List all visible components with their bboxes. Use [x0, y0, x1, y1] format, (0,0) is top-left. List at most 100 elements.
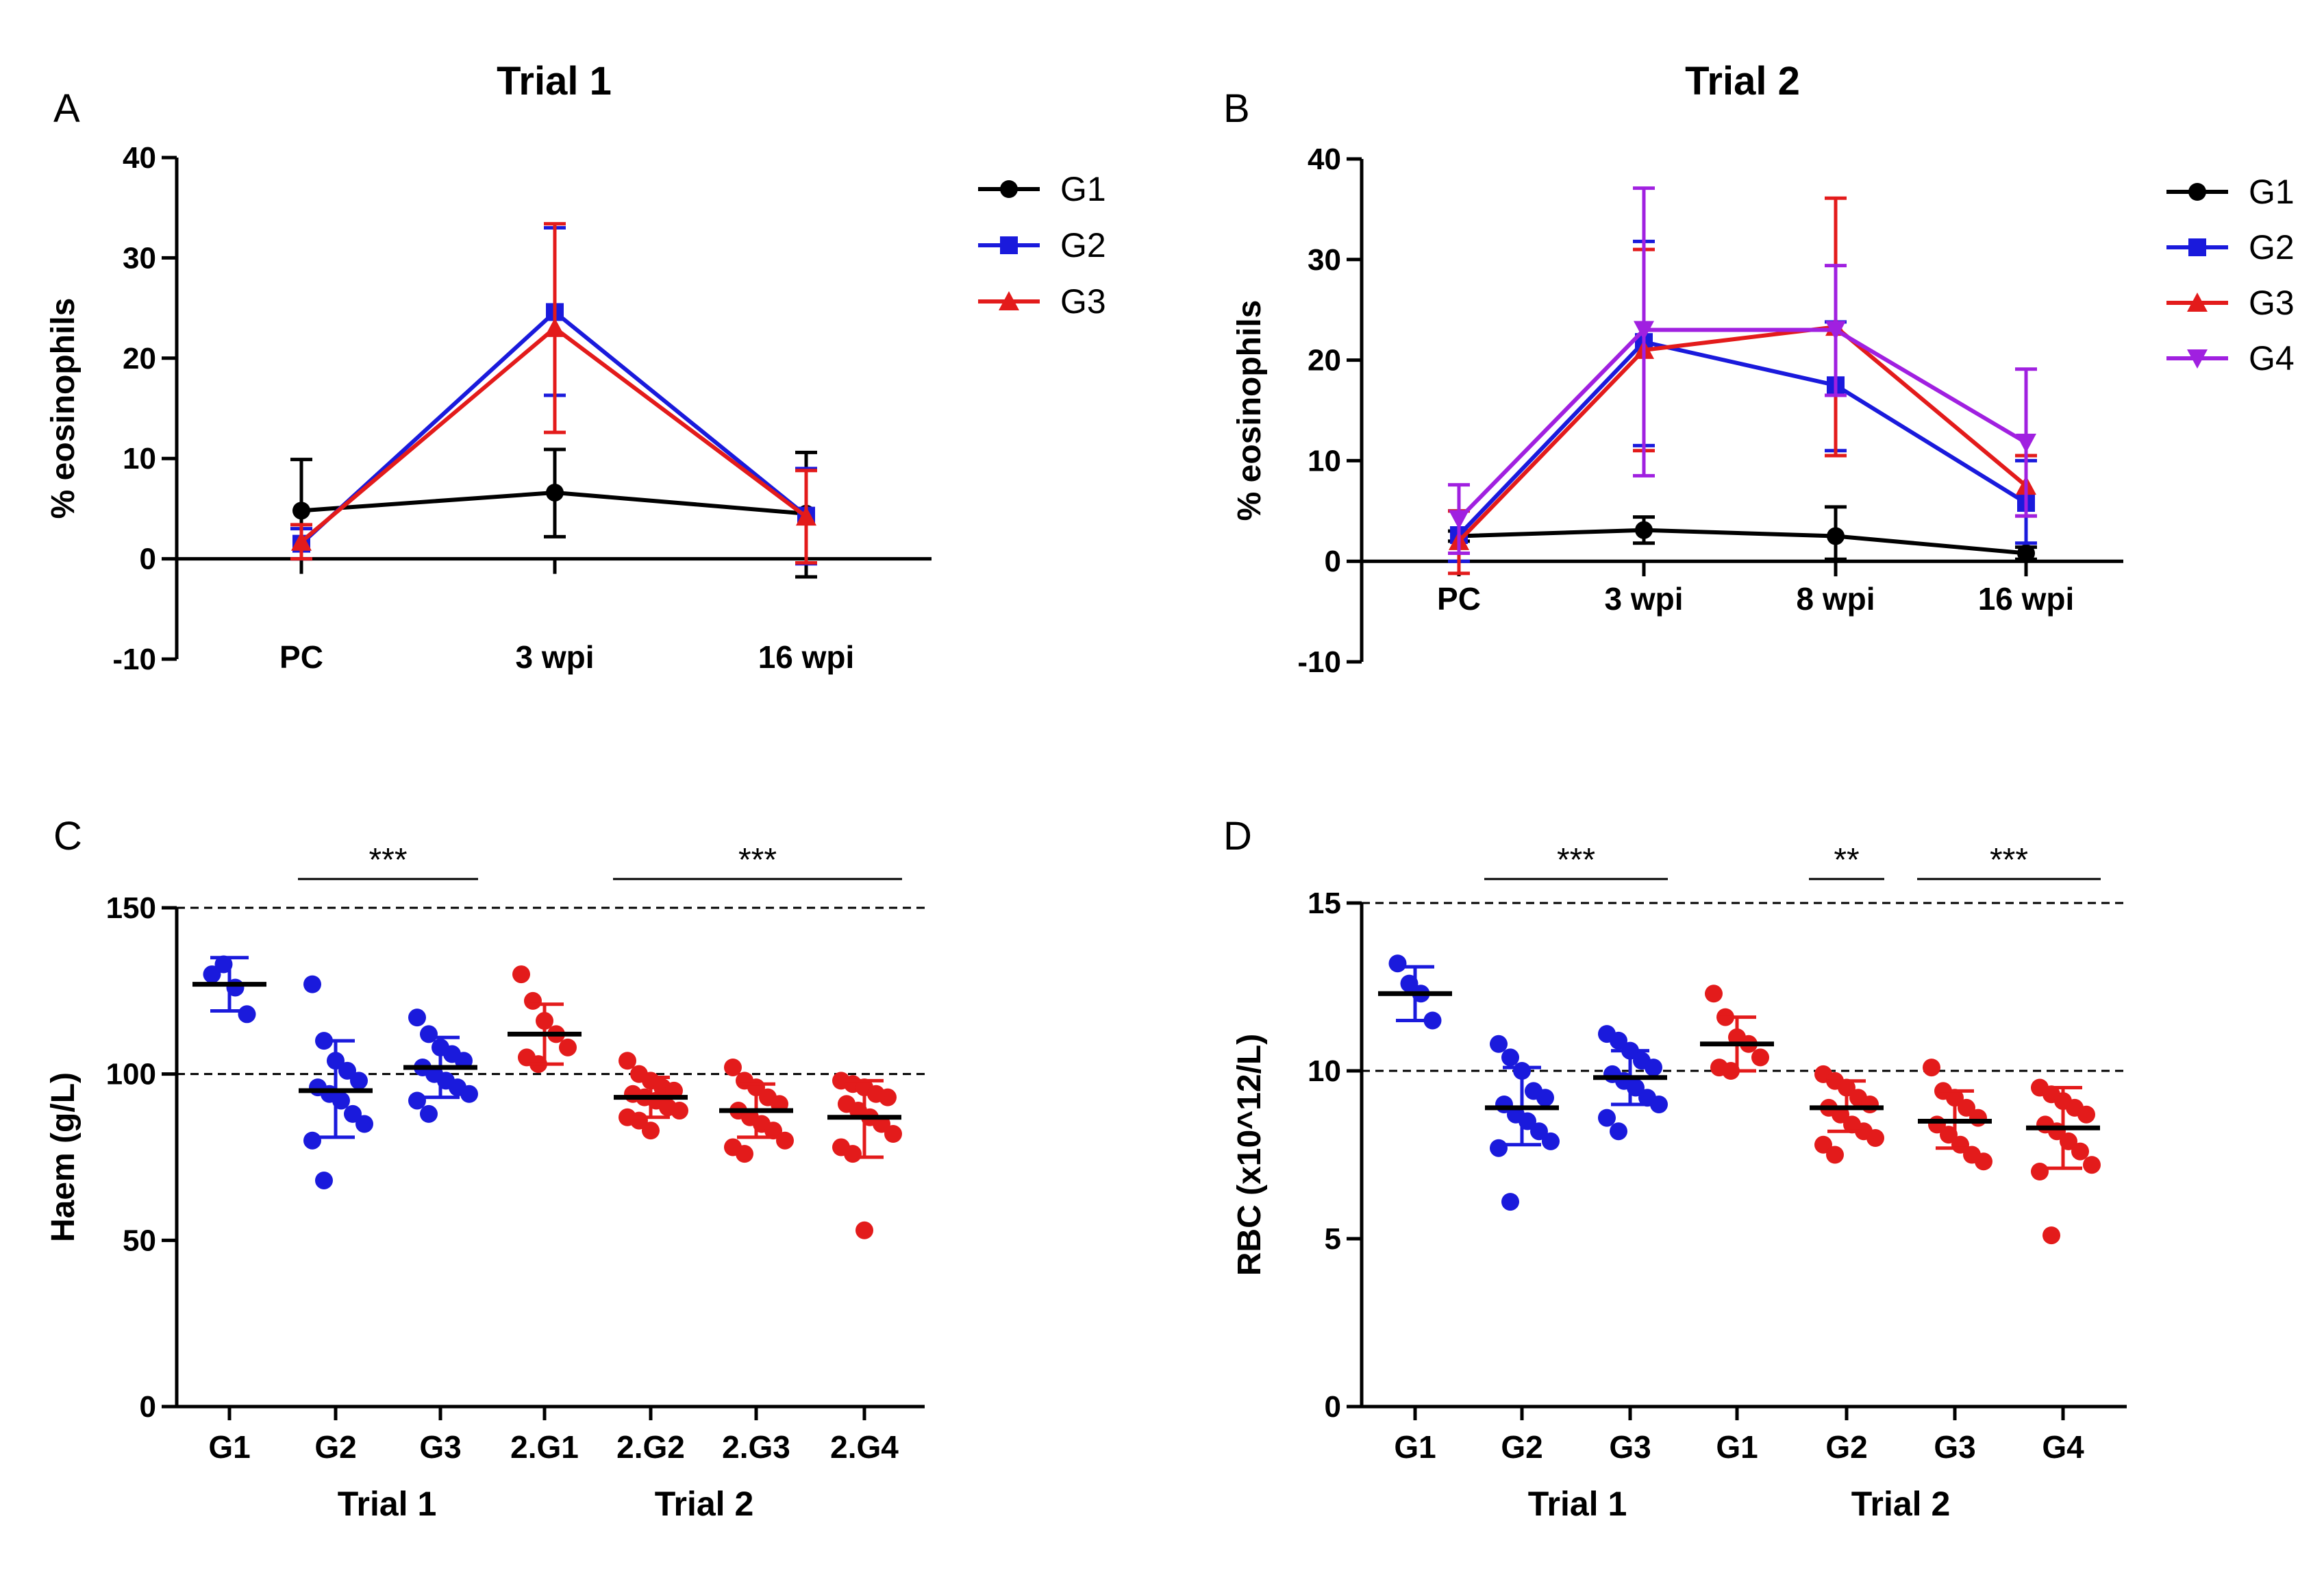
- legend-label: G3: [2249, 284, 2295, 322]
- legend-label: G3: [1060, 282, 1106, 321]
- data-point: [1814, 1135, 1832, 1154]
- data-point: [1866, 1129, 1884, 1147]
- series-line: [1457, 339, 2027, 537]
- x-tick-label: G3: [1934, 1429, 1975, 1465]
- x-tick-label: 2.G3: [722, 1429, 790, 1465]
- panel-c-dot-plot: 0 50 100 150 G1 G2 G3 2.G1 2.G2 2.G3 2.G4 Trial 1 Tr…: [45, 842, 925, 1523]
- data-point: [1388, 954, 1407, 973]
- y-tick-label: 10: [123, 442, 156, 475]
- y-axis-label: Haem (g/L): [45, 1072, 82, 1242]
- x-tick-label: G2: [1825, 1429, 1867, 1465]
- legend-entry-g3: G3: [978, 282, 1106, 321]
- legend-entry-g4: G4: [2166, 339, 2295, 378]
- data-point: [338, 1061, 356, 1080]
- group-2: [403, 1009, 478, 1123]
- y-tick-label: -10: [112, 643, 156, 676]
- panel-letter-c: C: [53, 814, 82, 858]
- legend-marker: [1000, 180, 1018, 198]
- x-tick-label: 2.G4: [830, 1429, 899, 1465]
- data-point: [344, 1104, 362, 1123]
- group-1: [1485, 1035, 1560, 1211]
- data-point: [1969, 1109, 1987, 1127]
- significance-label: ***: [368, 842, 407, 878]
- x-tick-label: 2.G2: [616, 1429, 685, 1465]
- legend-marker: [2187, 349, 2208, 369]
- data-point: [764, 1122, 782, 1140]
- x-tick-label: 16 wpi: [1978, 581, 2075, 617]
- y-tick-label: 5: [1325, 1222, 1341, 1256]
- data-point: [546, 483, 564, 502]
- significance-label: ***: [1990, 842, 2028, 878]
- data-point: [884, 1125, 902, 1143]
- y-tick-label: 20: [1308, 344, 1341, 378]
- data-point: [1827, 527, 1845, 545]
- data-point: [1923, 1059, 1940, 1077]
- group-label: Trial 2: [1851, 1485, 1951, 1523]
- data-point: [1598, 1109, 1616, 1127]
- y-tick-label: 0: [1325, 1390, 1341, 1424]
- y-axis-label: RBC (x10^12/L): [1232, 1034, 1268, 1276]
- significance-label: ***: [1557, 842, 1595, 878]
- data-point: [1751, 1048, 1769, 1067]
- significance-label: **: [1834, 842, 1859, 878]
- series-line: [1457, 325, 2027, 543]
- panel-letter-d: D: [1223, 814, 1252, 858]
- data-point: [2016, 433, 2036, 453]
- y-tick-label: 10: [1308, 1054, 1341, 1088]
- legend-entry-g3: G3: [2166, 284, 2295, 322]
- data-point: [315, 1171, 333, 1189]
- legend-marker: [999, 291, 1019, 310]
- data-point: [1958, 1098, 1975, 1117]
- data-point: [1635, 521, 1653, 539]
- legend-marker: [2187, 293, 2208, 312]
- group-2: [1593, 1025, 1668, 1141]
- data-point: [408, 1009, 426, 1027]
- x-tick-label: G3: [419, 1429, 461, 1465]
- legend-entry-g2: G2: [2166, 228, 2295, 267]
- legend-label: G1: [2249, 173, 2295, 211]
- group-0: [1378, 954, 1452, 1030]
- x-tick-label: 3 wpi: [515, 639, 594, 675]
- data-point: [1634, 321, 1654, 341]
- data-point: [776, 1131, 794, 1150]
- data-point: [1645, 1059, 1662, 1077]
- data-point: [238, 1005, 256, 1024]
- x-tick-label: G2: [314, 1429, 356, 1465]
- data-point: [1490, 1035, 1508, 1053]
- data-point: [736, 1145, 753, 1163]
- data-point: [350, 1072, 368, 1090]
- data-point: [1650, 1096, 1668, 1113]
- data-point: [291, 531, 312, 551]
- chart-title: Trial 2: [1685, 59, 1800, 103]
- y-tick-label: 40: [1308, 143, 1341, 176]
- data-point: [724, 1058, 742, 1076]
- data-point: [2042, 1226, 2060, 1245]
- panel-d-dot-plot: 0 5 10 15 G1 G2 G3 G1 G2 G3 G4 Trial 1 Trial 2 RBC (x…: [1232, 842, 2127, 1523]
- series-g3: [290, 222, 817, 565]
- legend-marker: [2188, 238, 2206, 256]
- data-point: [1825, 321, 1846, 341]
- group-3: [1700, 985, 1774, 1080]
- y-axis-label: % eosinophils: [45, 298, 82, 519]
- significance-label: ***: [738, 842, 777, 878]
- legend-label: G2: [2249, 228, 2295, 267]
- data-point: [1975, 1152, 1992, 1171]
- x-tick-label: 2.G1: [510, 1429, 579, 1465]
- group-5: [719, 1058, 794, 1163]
- group-4: [614, 1052, 688, 1140]
- data-point: [1501, 1193, 1519, 1211]
- data-point: [2077, 1105, 2095, 1124]
- data-point: [2031, 1163, 2049, 1180]
- data-point: [671, 1102, 688, 1120]
- panel-a-line-chart: Trial 1 -10 0 10 20 30 40 PC 3 wpi 16 wpi % eosino…: [45, 59, 1106, 676]
- data-point: [303, 1131, 321, 1150]
- data-point: [2017, 544, 2035, 562]
- y-tick-label: -10: [1297, 645, 1341, 679]
- legend-marker: [2188, 183, 2206, 201]
- y-tick-label: 100: [106, 1058, 156, 1091]
- data-point: [1610, 1122, 1627, 1141]
- x-tick-label: G1: [1394, 1429, 1436, 1465]
- group-label: Trial 2: [655, 1485, 754, 1523]
- panel-letter-a: A: [53, 86, 80, 131]
- y-tick-label: 30: [123, 241, 156, 275]
